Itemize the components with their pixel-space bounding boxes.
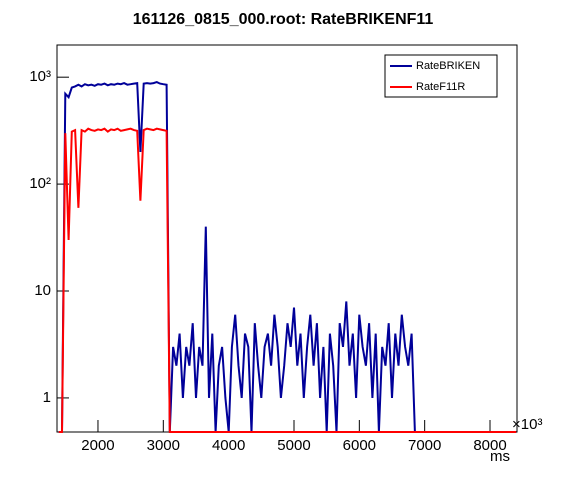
x-tick-label: 4000: [212, 437, 245, 454]
x-tick-label: 3000: [147, 437, 180, 454]
y-tick-label: 10: [34, 282, 51, 299]
chart-title: 161126_0815_000.root: RateBRIKENF11: [133, 11, 434, 28]
x-axis-label: ms: [490, 448, 510, 465]
series-line: [58, 81, 517, 433]
x-tick-label: 5000: [277, 437, 310, 454]
legend-box: [384, 54, 498, 98]
y-tick-label: 10²: [29, 175, 51, 192]
legend-label: RateF11R: [416, 81, 465, 93]
x-tick-label: 6000: [343, 437, 376, 454]
x-tick-label: 8000: [473, 437, 506, 454]
y-tick-label: 10³: [29, 68, 51, 85]
legend-label: RateBRIKEN: [416, 60, 480, 72]
series-line: [58, 127, 517, 433]
x-exponent: ×10³: [512, 416, 542, 433]
x-tick-label: 2000: [81, 437, 114, 454]
y-tick-label: 1: [43, 389, 51, 406]
x-tick-label: 7000: [408, 437, 441, 454]
